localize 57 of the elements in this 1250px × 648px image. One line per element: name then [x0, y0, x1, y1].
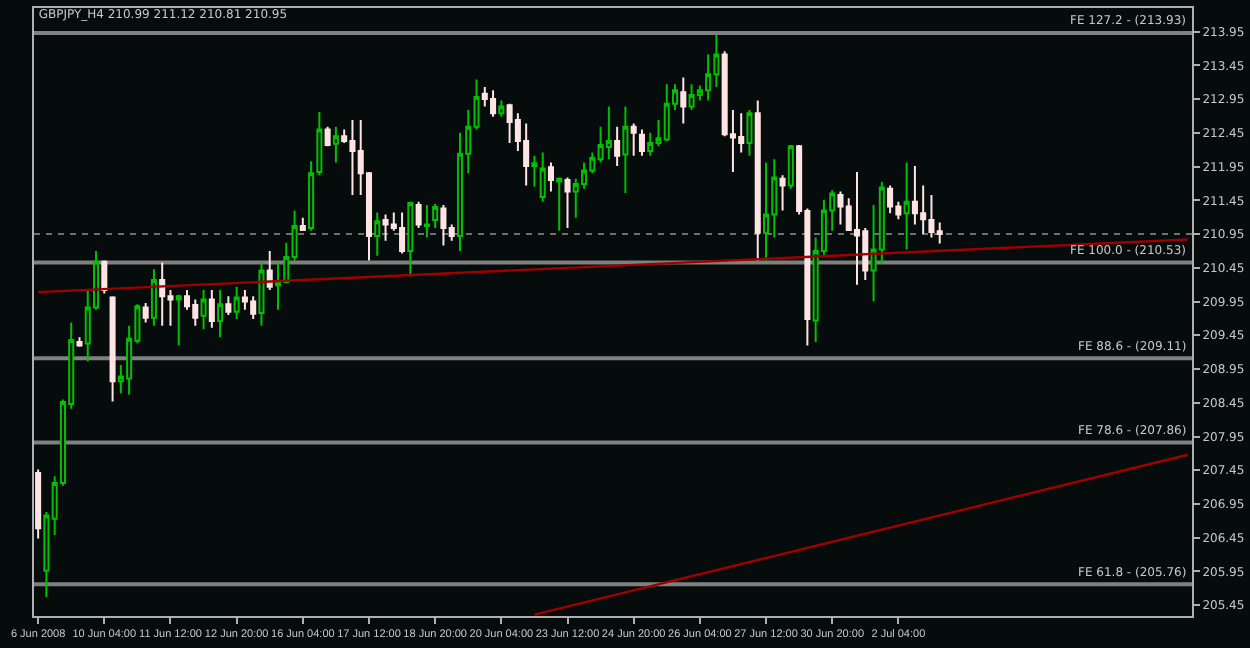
candlestick	[250, 295, 257, 321]
candlestick	[688, 83, 695, 111]
candlestick	[208, 289, 215, 329]
candlestick	[76, 336, 83, 348]
candlestick	[746, 108, 753, 157]
candlestick	[349, 119, 356, 196]
candlestick	[159, 261, 166, 327]
candlestick	[200, 289, 207, 331]
candlestick	[837, 190, 844, 226]
candlestick	[754, 99, 761, 262]
candlestick	[547, 161, 554, 193]
candlestick	[432, 202, 439, 229]
candlestick	[299, 216, 306, 232]
candlestick	[787, 143, 794, 190]
candlestick	[614, 125, 621, 167]
candlestick	[101, 259, 108, 295]
candlestick	[903, 161, 910, 251]
candlestick	[399, 211, 406, 255]
candlestick	[407, 200, 414, 278]
candlestick	[506, 102, 513, 144]
candlestick	[175, 293, 182, 347]
candlestick	[332, 125, 339, 164]
candlestick	[779, 174, 786, 212]
candlestick	[109, 295, 116, 403]
candlestick	[638, 128, 645, 157]
candlestick	[192, 298, 199, 327]
candlestick	[35, 468, 42, 540]
candlestick	[498, 99, 505, 118]
candlestick	[928, 193, 935, 239]
candlestick	[763, 161, 770, 262]
candlestick	[382, 213, 389, 242]
candlestick	[490, 89, 497, 118]
candlestick	[564, 176, 571, 229]
candlestick	[440, 204, 447, 247]
candlestick	[853, 170, 861, 286]
candlestick	[324, 125, 331, 148]
candlestick	[374, 211, 381, 257]
candlestick	[605, 105, 612, 161]
candlestick	[217, 289, 224, 339]
candlestick	[415, 200, 422, 229]
candlestick	[233, 285, 240, 321]
candlestick	[258, 261, 265, 327]
candlestick	[142, 301, 149, 324]
candlestick	[556, 176, 563, 232]
candlestick	[423, 204, 430, 239]
candlestick	[911, 164, 918, 226]
candlestick	[531, 154, 538, 188]
candlestick	[241, 289, 248, 311]
candlestick	[539, 151, 546, 203]
candlestick	[622, 105, 629, 194]
candlestick	[680, 76, 687, 125]
candlestick	[663, 83, 670, 142]
candlestick	[150, 268, 157, 327]
candlestick	[225, 295, 232, 317]
candlestick	[630, 122, 637, 157]
candlestick	[887, 184, 894, 215]
candlestick	[266, 249, 273, 292]
